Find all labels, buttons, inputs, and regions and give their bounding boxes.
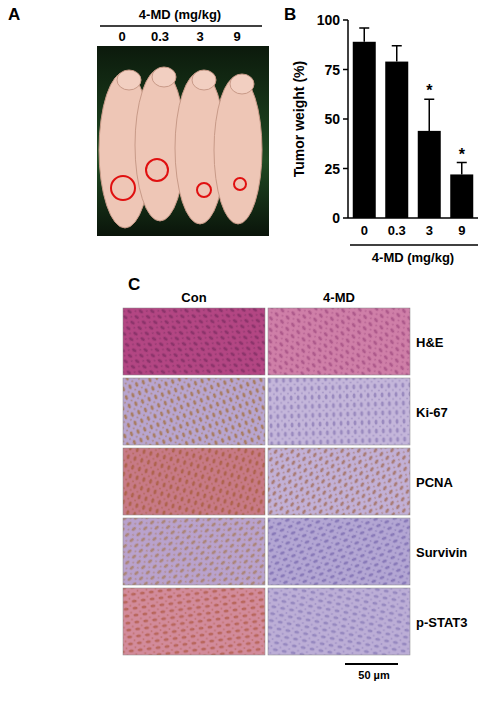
x-tick-label: 0.3 — [388, 223, 406, 238]
y-tick-label: 100 — [317, 12, 341, 28]
micrograph — [123, 448, 265, 515]
micrograph — [268, 518, 410, 585]
y-tick-label: 0 — [332, 210, 340, 226]
y-tick — [343, 217, 348, 219]
dose-label: 0.3 — [151, 29, 169, 44]
row-label: H&E — [416, 335, 444, 350]
micrograph — [268, 378, 410, 445]
x-tick-label: 0 — [361, 223, 368, 238]
bar — [385, 62, 408, 218]
column-heading: 4-MD — [323, 290, 355, 305]
micrograph — [268, 448, 410, 515]
tumor-circle — [146, 159, 168, 181]
bar — [418, 131, 441, 218]
error-bar — [424, 99, 434, 131]
bar — [450, 174, 473, 218]
x-axis-label: 4-MD (mg/kg) — [372, 250, 454, 265]
y-tick-label: 50 — [324, 111, 340, 127]
header-rule — [100, 25, 262, 27]
panel-label: C — [128, 275, 140, 294]
error-bar — [359, 28, 369, 42]
annotation: * — [426, 82, 433, 99]
y-tick — [343, 69, 348, 71]
y-tick — [343, 168, 348, 170]
panel-label: A — [8, 5, 20, 24]
y-tick — [343, 19, 348, 21]
x-axis — [348, 217, 478, 219]
mouse-head — [192, 70, 216, 90]
panel-label: B — [284, 5, 296, 24]
bar — [353, 42, 376, 218]
figure: A 4-MD (mg/kg) 0 0.3 3 9 B 0 25 50 75 100 0 0.3 3 9 4-MD… — [0, 0, 500, 728]
annotation: * — [459, 146, 466, 163]
column-heading: Con — [181, 290, 206, 305]
scale-bar-label: 50 µm — [358, 669, 390, 681]
tumor-circle — [111, 176, 135, 200]
error-bar — [457, 163, 467, 175]
x-tick-label: 3 — [426, 223, 433, 238]
mouse-head — [230, 74, 254, 94]
error-bar — [392, 46, 402, 62]
mouse-head — [117, 70, 141, 90]
y-tick-label: 25 — [324, 161, 340, 177]
micrograph — [123, 378, 265, 445]
micrograph — [123, 588, 265, 655]
xlabel-rule — [350, 244, 478, 246]
y-tick — [343, 118, 348, 120]
y-axis-label: Tumor weight (%) — [291, 61, 307, 177]
dose-label: 9 — [233, 29, 240, 44]
scale-bar — [345, 663, 398, 665]
micrograph — [123, 308, 265, 375]
photo-background — [97, 46, 269, 236]
x-tick-label: 9 — [458, 223, 465, 238]
row-label: p-STAT3 — [416, 615, 468, 630]
marks — [353, 28, 474, 218]
mouse-head — [152, 67, 176, 87]
tumor-circle — [197, 183, 211, 197]
micrograph — [123, 518, 265, 585]
micrograph — [268, 308, 410, 375]
y-tick-label: 75 — [324, 62, 340, 78]
row-label: Survivin — [416, 545, 467, 560]
dose-label: 0 — [118, 29, 125, 44]
mouse — [214, 76, 262, 224]
dose-label: 3 — [196, 29, 203, 44]
micrograph — [268, 588, 410, 655]
row-label: Ki-67 — [416, 405, 448, 420]
header: 4-MD (mg/kg) — [139, 7, 221, 22]
tumor-circle — [234, 178, 246, 190]
row-label: PCNA — [416, 475, 453, 490]
